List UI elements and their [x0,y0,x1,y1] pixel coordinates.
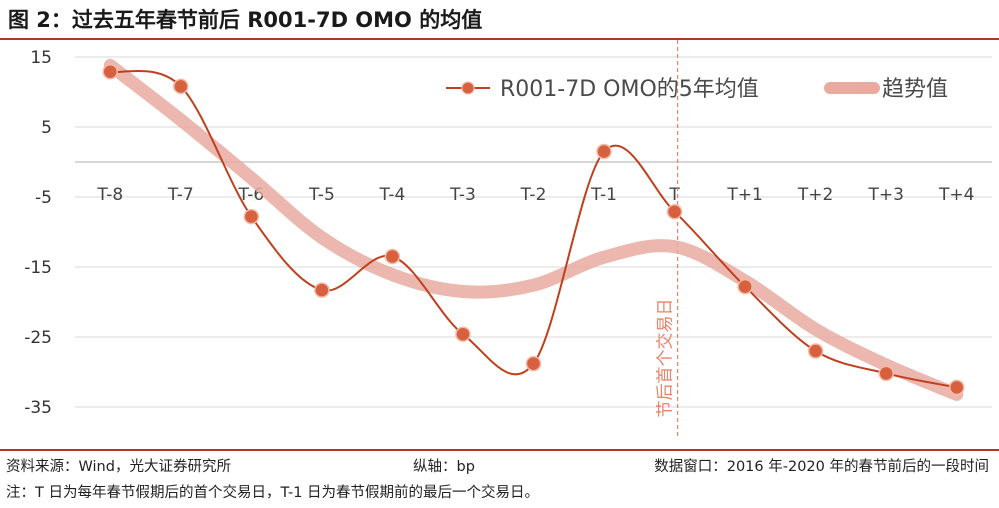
main-series-point [596,143,612,160]
x-tick-label: T [668,185,680,205]
main-series-point [525,355,542,372]
x-tick-label: T-8 [96,185,123,205]
figure-title: 图 2：过去五年春节前后 R001-7D OMO 的均值 [8,8,483,32]
y-tick-label: -5 [35,188,52,208]
source-note: 资料来源：Wind，光大证券研究所 [6,459,231,475]
legend-main-label: R001-7D OMO的5年均值 [500,77,759,102]
y-tick-label: 5 [41,118,52,138]
main-series-point [666,203,683,220]
main-series-point [878,365,894,382]
main-series-point [243,208,260,225]
main-series-point [173,78,189,95]
main-series-point [737,278,753,295]
footer-rule [0,449,999,451]
title-rule [0,38,999,40]
x-tick-label: T-3 [449,185,476,205]
trend-series-line [103,58,964,401]
x-tick-label: T-2 [520,185,547,205]
data-window-note: 数据窗口：2016 年-2020 年的春节前后的一段时间 [654,459,989,475]
x-tick-label: T+3 [867,185,903,205]
x-tick-label: T-1 [590,185,617,205]
y-tick-label: -15 [24,258,52,278]
main-series-point [455,326,471,342]
line-chart: 155-5-15-25-35 T-8 T-7 T-6 T-5 T-4 T-3 T-2 T-1 T… [24,40,992,438]
y-tick-label: -35 [24,398,52,418]
x-tick-label: T-4 [379,185,406,205]
main-series-point [102,63,119,80]
axis-unit-note: 纵轴：bp [413,459,475,475]
main-series-point [314,282,330,298]
legend-trend-label: 趋势值 [882,77,948,102]
x-tick-label: T-7 [167,185,194,205]
x-tick-label: T+2 [797,185,833,205]
y-tick-label: -25 [24,328,52,348]
x-tick-label: T+1 [726,185,762,205]
main-series-point [807,343,824,359]
definition-note: 注：T 日为每年春节假期后的首个交易日，T-1 日为春节假期前的最后一个交易日。 [6,485,540,501]
main-series-point [384,248,401,265]
annotation-label: 节后首个交易日 [656,299,676,418]
x-tick-label: T-5 [308,185,335,205]
main-series-point [948,379,965,396]
x-tick-label: T+4 [938,185,974,205]
legend-main-marker [461,81,475,95]
y-tick-label: 15 [30,48,52,68]
